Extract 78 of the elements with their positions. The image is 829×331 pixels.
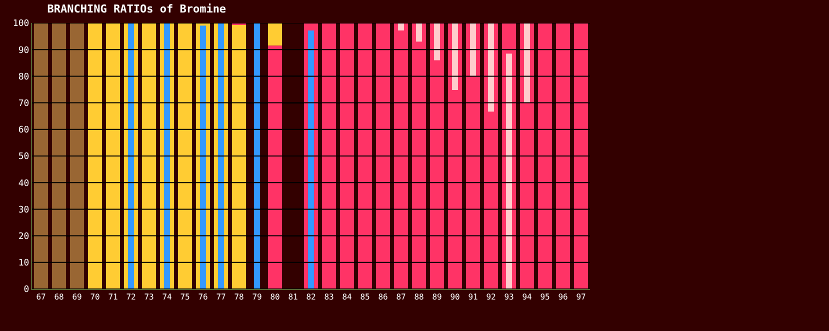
bar [70,23,84,289]
bar [394,23,408,289]
bar [452,23,458,90]
y-tick-label: 80 [18,72,30,82]
x-tick-label: 86 [378,292,388,302]
bar [416,23,422,42]
x-tick-label: 85 [360,292,370,302]
bar [268,46,282,289]
x-tick-label: 97 [576,292,586,302]
x-tick-label: 91 [468,292,478,302]
x-tick-label: 78 [234,292,244,302]
x-tick-label: 94 [522,292,532,302]
x-tick-label: 81 [288,292,298,302]
bar [430,23,444,289]
y-tick-label: 30 [18,205,30,216]
bar [358,23,372,289]
x-tick-label: 87 [396,292,406,302]
x-tick-label: 69 [72,292,82,302]
x-tick-label: 74 [162,292,172,302]
bar [164,23,170,289]
bar [488,23,494,112]
x-tick-label: 73 [144,292,154,302]
bar [308,30,314,289]
x-tick-label: 96 [558,292,568,302]
y-tick-label: 90 [18,46,30,56]
bar [470,23,476,76]
bar [412,23,426,289]
bar [88,23,102,289]
bar [232,24,246,289]
x-tick-label: 67 [36,292,46,302]
y-tick-label: 20 [18,232,30,242]
x-tick-label: 92 [486,292,496,302]
bar [200,26,206,289]
x-tick-label: 88 [414,292,424,302]
x-tick-label: 89 [432,292,442,302]
y-tick-label: 0 [24,285,30,296]
bar [128,23,134,289]
bar [538,23,552,289]
bar [218,23,224,289]
bar [574,23,588,289]
y-tick-label: 60 [18,126,30,136]
x-tick-label: 77 [216,292,226,302]
x-tick-label: 75 [180,292,190,302]
bar [106,23,120,289]
bar [268,23,282,46]
x-tick-label: 68 [54,292,64,302]
y-tick-label: 100 [12,19,30,30]
bar [398,23,404,30]
x-tick-label: 79 [252,292,262,302]
bar [142,23,156,289]
bar [376,23,390,289]
x-tick-label: 95 [540,292,550,302]
bar [466,23,480,289]
x-tick-label: 76 [198,292,208,302]
x-tick-label: 93 [504,292,514,302]
bar [254,23,260,289]
x-tick-label: 84 [342,292,352,302]
bar [178,23,192,289]
bar [506,54,512,289]
bar [340,23,354,289]
y-tick-label: 70 [18,98,30,109]
x-tick-label: 70 [90,292,100,302]
bar [524,23,530,103]
x-tick-label: 82 [306,292,316,302]
bar [322,23,336,289]
y-tick-label: 10 [18,258,30,269]
x-tick-label: 83 [324,292,334,302]
bar [434,23,440,60]
x-tick-label: 90 [450,292,460,302]
bar [52,23,66,289]
x-tick-label: 72 [126,292,136,302]
y-tick-label: 50 [18,152,30,162]
chart-title: BRANCHING RATIOs of Bromine [47,2,226,16]
x-tick-label: 71 [108,292,118,302]
bar [34,23,48,289]
bar [556,23,570,289]
y-tick-label: 40 [18,178,30,189]
x-tick-label: 80 [270,292,280,302]
